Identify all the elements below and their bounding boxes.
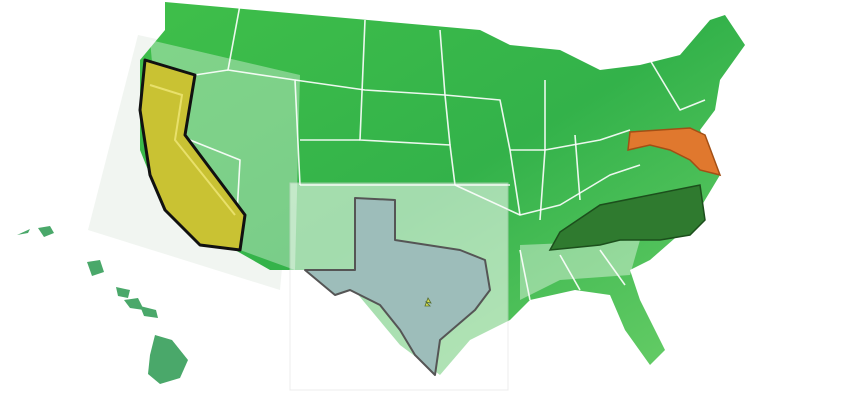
hawaii: [17, 226, 188, 384]
california: [138, 58, 247, 252]
capital-star: [424, 297, 432, 307]
north-carolina: [548, 184, 706, 251]
texas: [304, 197, 491, 376]
maryland: [627, 127, 722, 177]
pale-region: [520, 240, 640, 300]
california-border: [149, 84, 236, 216]
